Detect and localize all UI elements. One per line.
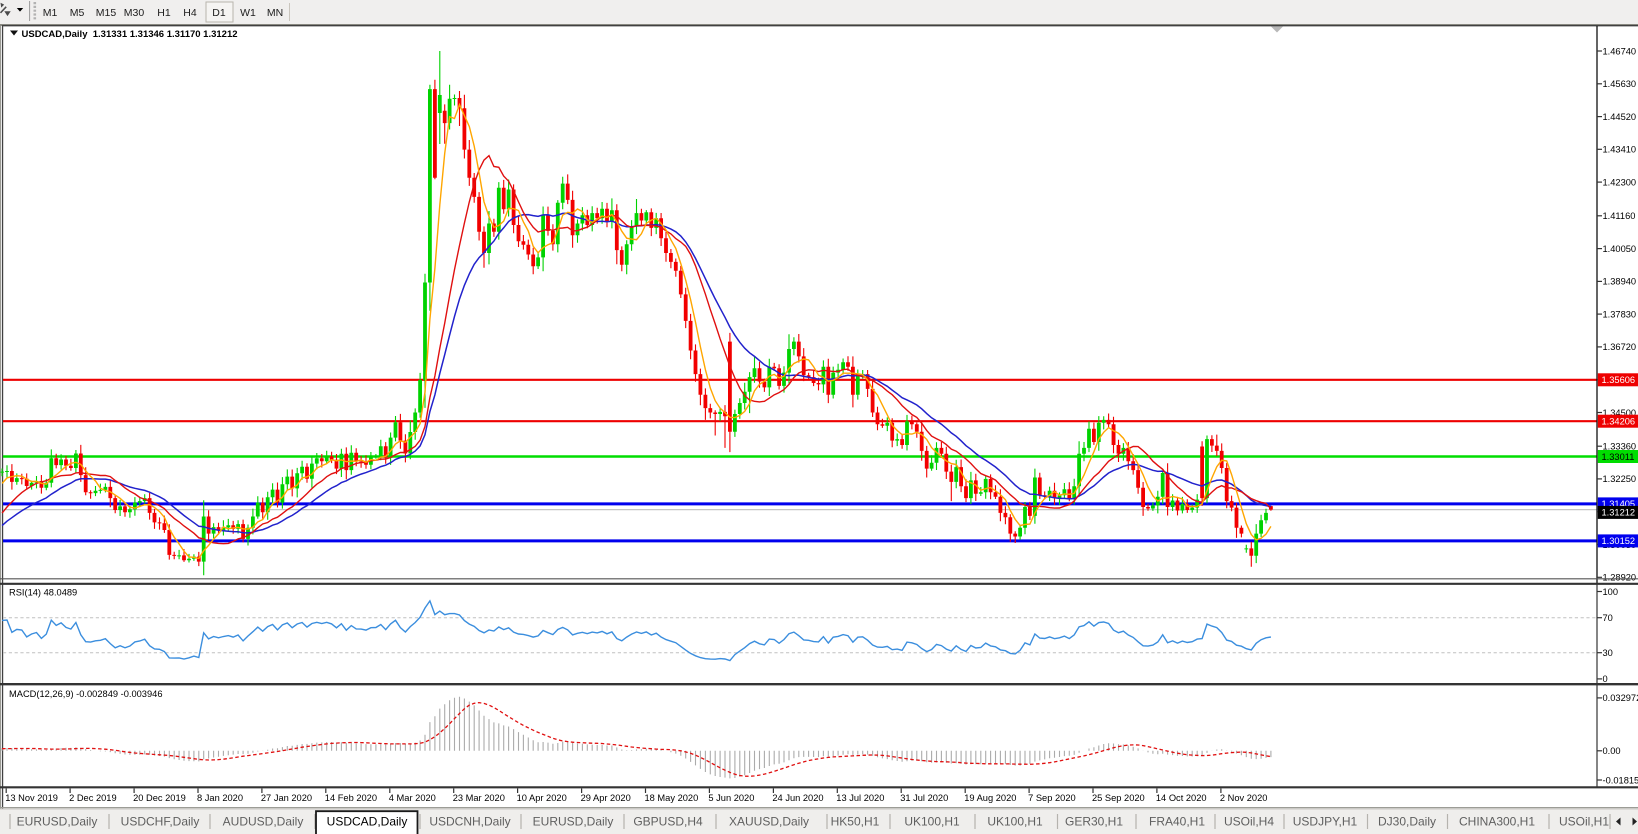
svg-text:USDCNH,Daily: USDCNH,Daily bbox=[429, 815, 510, 829]
svg-text:USDJPY,H1: USDJPY,H1 bbox=[1293, 815, 1358, 829]
svg-text:30: 30 bbox=[1603, 648, 1613, 658]
svg-text:1.41160: 1.41160 bbox=[1603, 211, 1636, 221]
svg-text:1.28920: 1.28920 bbox=[1603, 573, 1637, 583]
svg-text:M30: M30 bbox=[124, 7, 145, 19]
svg-text:USDCAD,Daily 1.31331 1.31346: USDCAD,Daily 1.31331 1.31346 1.31170 1.3… bbox=[22, 29, 238, 40]
svg-text:CHINA300,H1: CHINA300,H1 bbox=[1459, 815, 1535, 829]
svg-text:5 Jun 2020: 5 Jun 2020 bbox=[708, 793, 754, 803]
svg-text:7 Sep 2020: 7 Sep 2020 bbox=[1028, 793, 1076, 803]
svg-text:27 Jan 2020: 27 Jan 2020 bbox=[261, 793, 312, 803]
svg-text:FRA40,H1: FRA40,H1 bbox=[1149, 815, 1205, 829]
svg-text:13 Nov 2019: 13 Nov 2019 bbox=[5, 793, 58, 803]
svg-text:UK100,H1: UK100,H1 bbox=[987, 815, 1043, 829]
svg-text:8 Jan 2020: 8 Jan 2020 bbox=[197, 793, 243, 803]
svg-text:24 Jun 2020: 24 Jun 2020 bbox=[772, 793, 823, 803]
svg-text:1.36720: 1.36720 bbox=[1603, 342, 1637, 352]
svg-text:RSI(14) 48.0489: RSI(14) 48.0489 bbox=[9, 588, 77, 598]
svg-text:GER30,H1: GER30,H1 bbox=[1065, 815, 1123, 829]
svg-text:USDCHF,Daily: USDCHF,Daily bbox=[121, 815, 200, 829]
svg-text:0: 0 bbox=[1603, 674, 1608, 684]
svg-text:70: 70 bbox=[1603, 613, 1613, 623]
svg-text:M5: M5 bbox=[70, 7, 85, 19]
svg-text:EURUSD,Daily: EURUSD,Daily bbox=[533, 815, 614, 829]
svg-text:USOil,H1: USOil,H1 bbox=[1559, 815, 1609, 829]
svg-text:2 Nov 2020: 2 Nov 2020 bbox=[1220, 793, 1268, 803]
svg-text:EURUSD,Daily: EURUSD,Daily bbox=[17, 815, 98, 829]
svg-text:18 May 2020: 18 May 2020 bbox=[645, 793, 699, 803]
svg-text:AUDUSD,Daily: AUDUSD,Daily bbox=[223, 815, 304, 829]
svg-text:19 Aug 2020: 19 Aug 2020 bbox=[964, 793, 1016, 803]
svg-text:1.34500: 1.34500 bbox=[1603, 408, 1637, 418]
svg-text:23 Mar 2020: 23 Mar 2020 bbox=[453, 793, 505, 803]
svg-text:XAUUSD,Daily: XAUUSD,Daily bbox=[729, 815, 809, 829]
svg-text:31 Jul 2020: 31 Jul 2020 bbox=[900, 793, 948, 803]
svg-text:1.32250: 1.32250 bbox=[1603, 474, 1637, 484]
svg-text:1.33360: 1.33360 bbox=[1603, 442, 1637, 452]
svg-text:M15: M15 bbox=[96, 7, 117, 19]
svg-text:1.40050: 1.40050 bbox=[1603, 244, 1637, 254]
svg-text:1.42300: 1.42300 bbox=[1603, 177, 1637, 187]
svg-text:0.00: 0.00 bbox=[1603, 746, 1621, 756]
svg-text:1.35606: 1.35606 bbox=[1602, 375, 1636, 385]
svg-text:MACD(12,26,9) -0.002849 -0.003: MACD(12,26,9) -0.002849 -0.003946 bbox=[9, 689, 163, 699]
svg-text:-0.018154: -0.018154 bbox=[1603, 775, 1638, 785]
svg-text:0.032972: 0.032972 bbox=[1603, 693, 1638, 703]
svg-text:M1: M1 bbox=[43, 7, 58, 19]
svg-text:UK100,H1: UK100,H1 bbox=[904, 815, 960, 829]
svg-text:W1: W1 bbox=[240, 7, 256, 19]
svg-text:USDCAD,Daily: USDCAD,Daily bbox=[327, 815, 408, 829]
svg-text:4 Mar 2020: 4 Mar 2020 bbox=[389, 793, 436, 803]
svg-text:25 Sep 2020: 25 Sep 2020 bbox=[1092, 793, 1145, 803]
svg-text:H1: H1 bbox=[157, 7, 171, 19]
svg-text:14 Oct 2020: 14 Oct 2020 bbox=[1156, 793, 1207, 803]
svg-text:1.31212: 1.31212 bbox=[1602, 508, 1636, 518]
svg-text:USOil,H4: USOil,H4 bbox=[1224, 815, 1274, 829]
svg-text:100: 100 bbox=[1603, 587, 1619, 597]
svg-text:1.34206: 1.34206 bbox=[1602, 417, 1636, 427]
svg-text:GBPUSD,H4: GBPUSD,H4 bbox=[633, 815, 703, 829]
svg-text:29 Apr 2020: 29 Apr 2020 bbox=[581, 793, 631, 803]
svg-text:1.46740: 1.46740 bbox=[1603, 46, 1637, 56]
svg-text:20 Dec 2019: 20 Dec 2019 bbox=[133, 793, 186, 803]
svg-text:1.33011: 1.33011 bbox=[1602, 452, 1635, 462]
svg-text:1.38940: 1.38940 bbox=[1603, 277, 1637, 287]
svg-text:13 Jul 2020: 13 Jul 2020 bbox=[836, 793, 884, 803]
svg-text:1.44520: 1.44520 bbox=[1603, 112, 1637, 122]
svg-text:2 Dec 2019: 2 Dec 2019 bbox=[69, 793, 117, 803]
svg-text:1.45630: 1.45630 bbox=[1603, 79, 1637, 89]
svg-text:1.30152: 1.30152 bbox=[1602, 536, 1636, 546]
svg-text:DJ30,Daily: DJ30,Daily bbox=[1378, 815, 1436, 829]
svg-text:1.31405: 1.31405 bbox=[1602, 499, 1636, 509]
svg-text:1.43410: 1.43410 bbox=[1603, 145, 1637, 155]
svg-text:10 Apr 2020: 10 Apr 2020 bbox=[517, 793, 567, 803]
svg-text:1.37830: 1.37830 bbox=[1603, 309, 1637, 319]
svg-text:MN: MN bbox=[267, 7, 283, 19]
svg-text:H4: H4 bbox=[183, 7, 197, 19]
svg-text:HK50,H1: HK50,H1 bbox=[831, 815, 880, 829]
svg-text:D1: D1 bbox=[212, 7, 226, 19]
svg-text:14 Feb 2020: 14 Feb 2020 bbox=[325, 793, 377, 803]
